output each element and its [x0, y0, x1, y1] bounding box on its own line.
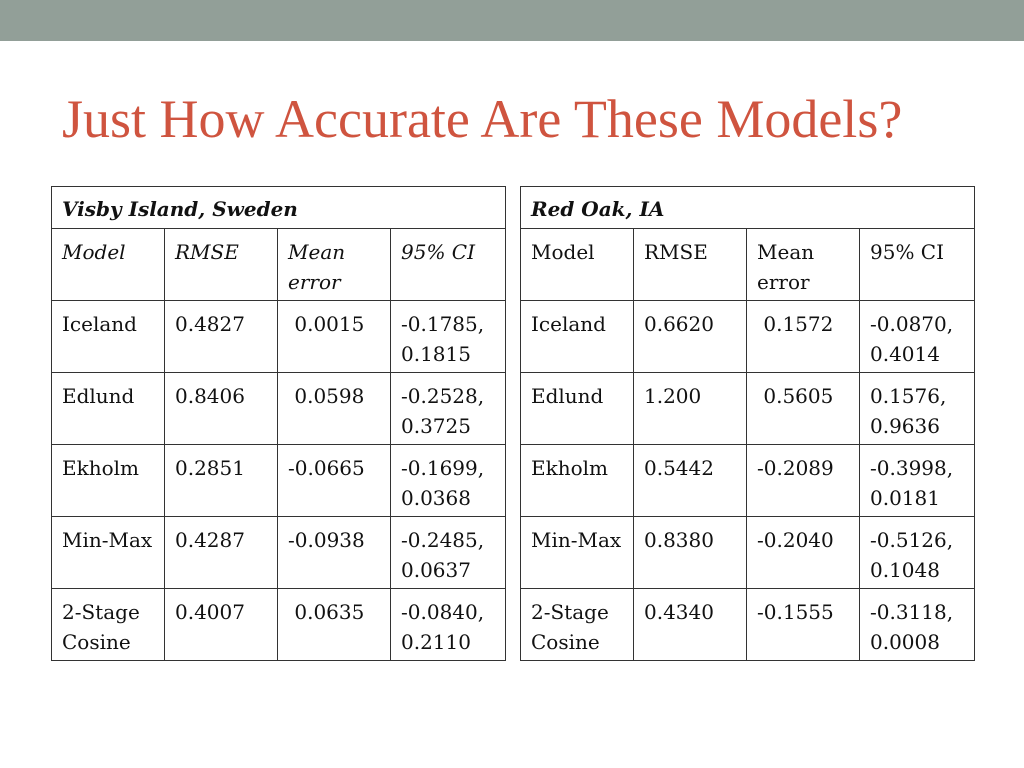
cell-rmse: 0.4340: [633, 588, 747, 661]
cell-model: Iceland: [520, 300, 634, 373]
column-header-model: Model: [51, 228, 165, 301]
slide-title: Just How Accurate Are These Models?: [62, 89, 903, 149]
cell-ci: -0.5126, 0.1048: [858, 516, 976, 589]
cell-rmse: 0.8406: [164, 372, 278, 445]
cell-mean-error: 0.1572: [746, 300, 860, 373]
cell-rmse: 0.6620: [633, 300, 747, 373]
cell-ci: -0.1785, 0.1815: [389, 300, 507, 373]
table-row: Ekholm 0.5442 -0.2089 -0.3998, 0.0181: [520, 444, 976, 517]
cell-model: Ekholm: [520, 444, 634, 517]
cell-mean-error: -0.0665: [277, 444, 391, 517]
cell-ci: -0.0870, 0.4014: [858, 300, 976, 373]
cell-model: Iceland: [51, 300, 165, 373]
cell-ci: -0.3118, 0.0008: [858, 588, 976, 661]
table-location-title: Red Oak, IA: [519, 186, 976, 229]
table-location-title: Visby Island, Sweden: [50, 186, 507, 229]
column-header-mean-error: Mean error: [277, 228, 391, 301]
table-row: Iceland 0.4827 0.0015 -0.1785, 0.1815: [51, 300, 507, 373]
cell-rmse: 0.5442: [633, 444, 747, 517]
cell-rmse: 1.200: [633, 372, 747, 445]
cell-ci: -0.1699, 0.0368: [389, 444, 507, 517]
cell-rmse: 0.4287: [164, 516, 278, 589]
cell-mean-error: -0.0938: [277, 516, 391, 589]
cell-model: Min-Max: [51, 516, 165, 589]
table-row: Edlund 0.8406 0.0598 -0.2528, 0.3725: [51, 372, 507, 445]
cell-ci: -0.3998, 0.0181: [858, 444, 976, 517]
table-row: Iceland 0.6620 0.1572 -0.0870, 0.4014: [520, 300, 976, 373]
cell-model: Ekholm: [51, 444, 165, 517]
cell-mean-error: -0.2040: [746, 516, 860, 589]
column-header-rmse: RMSE: [633, 228, 747, 301]
table-row: Edlund 1.200 0.5605 0.1576, 0.9636: [520, 372, 976, 445]
cell-mean-error: 0.0635: [277, 588, 391, 661]
cell-mean-error: 0.5605: [746, 372, 860, 445]
column-header-rmse: RMSE: [164, 228, 278, 301]
column-header-ci: 95% CI: [858, 228, 976, 301]
cell-rmse: 0.4827: [164, 300, 278, 373]
cell-model: 2-Stage Cosine: [51, 588, 165, 661]
table-row: Ekholm 0.2851 -0.0665 -0.1699, 0.0368: [51, 444, 507, 517]
table-row: Min-Max 0.4287 -0.0938 -0.2485, 0.0637: [51, 516, 507, 589]
column-header-mean-error: Mean error: [746, 228, 860, 301]
cell-model: Min-Max: [520, 516, 634, 589]
cell-ci: 0.1576, 0.9636: [858, 372, 976, 445]
table-row: 2-Stage Cosine 0.4340 -0.1555 -0.3118, 0…: [520, 588, 976, 661]
cell-rmse: 0.8380: [633, 516, 747, 589]
cell-ci: -0.0840, 0.2110: [389, 588, 507, 661]
cell-model: Edlund: [520, 372, 634, 445]
column-header-model: Model: [520, 228, 634, 301]
cell-mean-error: -0.2089: [746, 444, 860, 517]
cell-rmse: 0.4007: [164, 588, 278, 661]
table-row: 2-Stage Cosine 0.4007 0.0635 -0.0840, 0.…: [51, 588, 507, 661]
cell-mean-error: 0.0015: [277, 300, 391, 373]
cell-ci: -0.2528, 0.3725: [389, 372, 507, 445]
cell-mean-error: 0.0598: [277, 372, 391, 445]
cell-model: Edlund: [51, 372, 165, 445]
top-accent-bar: [0, 0, 1024, 41]
cell-rmse: 0.2851: [164, 444, 278, 517]
table-row: Min-Max 0.8380 -0.2040 -0.5126, 0.1048: [520, 516, 976, 589]
column-header-ci: 95% CI: [389, 228, 507, 301]
cell-ci: -0.2485, 0.0637: [389, 516, 507, 589]
cell-mean-error: -0.1555: [746, 588, 860, 661]
red-oak-table: Red Oak, IA Model RMSE Mean error 95% CI…: [519, 186, 976, 661]
cell-model: 2-Stage Cosine: [520, 588, 634, 661]
visby-island-table: Visby Island, Sweden Model RMSE Mean err…: [50, 186, 507, 661]
